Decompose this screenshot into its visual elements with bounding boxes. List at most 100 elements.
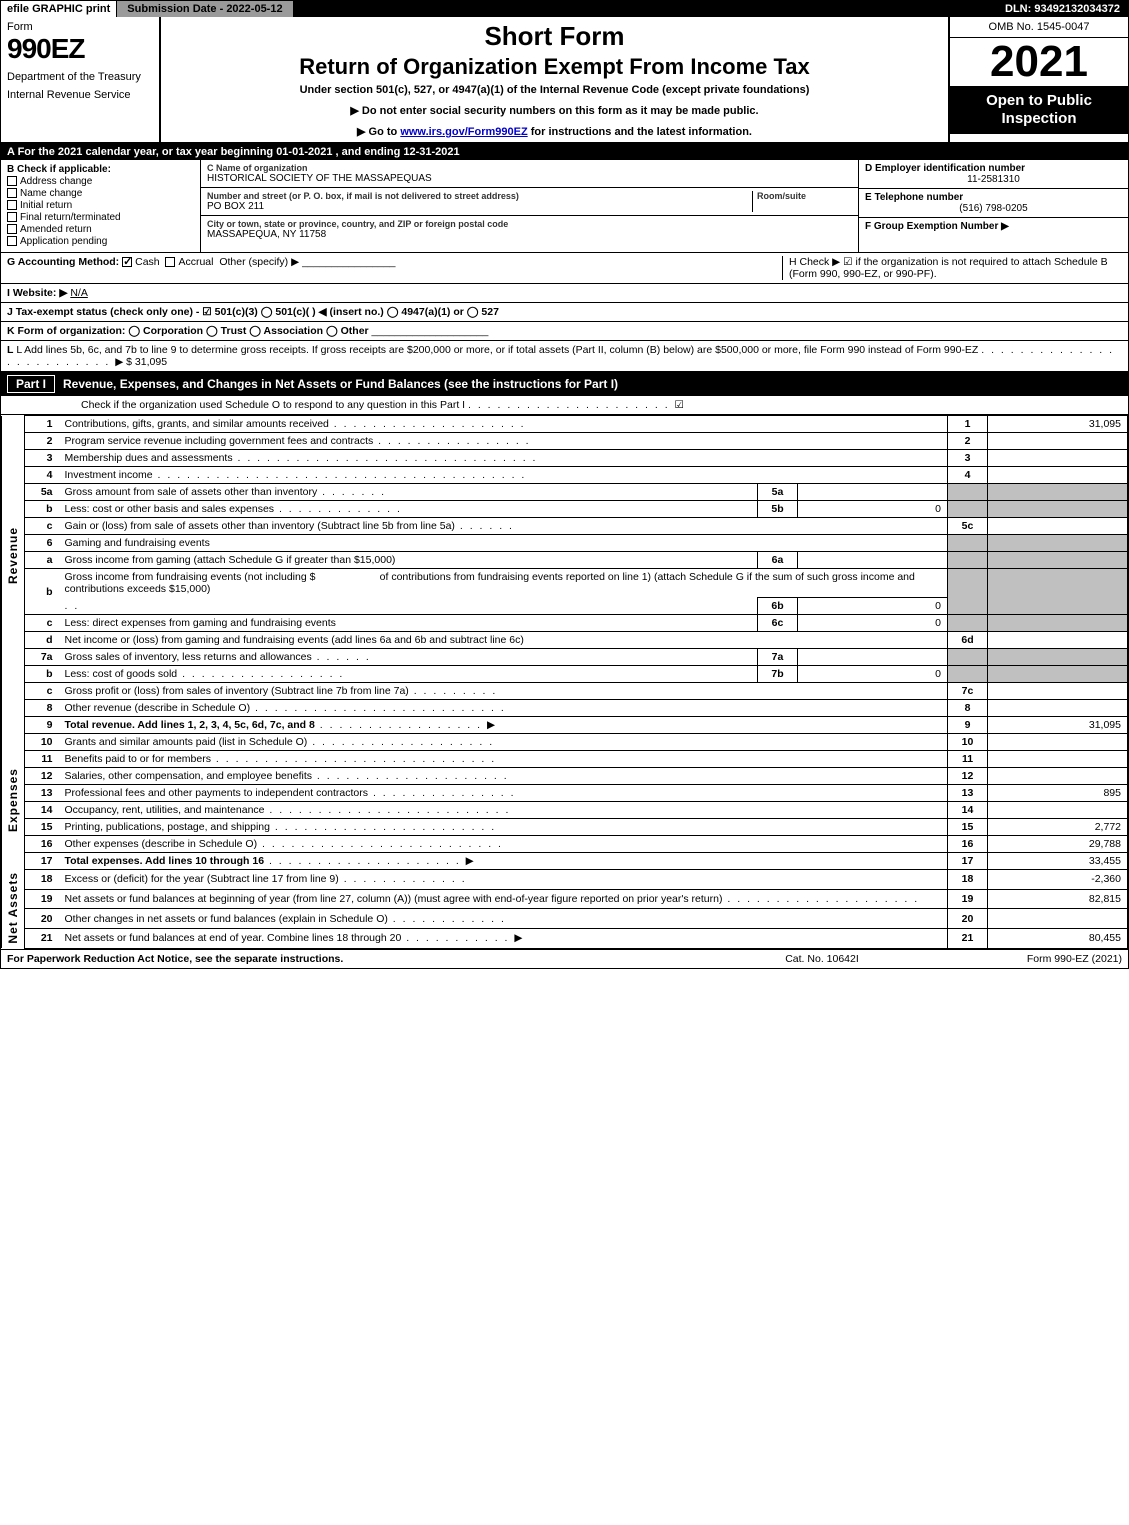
table-row: 3 Membership dues and assessments . . . … <box>2 450 1128 467</box>
ln-7a: 7a <box>25 649 61 666</box>
table-row: 13 Professional fees and other payments … <box>2 785 1128 802</box>
desc-6a: Gross income from gaming (attach Schedul… <box>65 554 396 566</box>
sub-5a: 5a <box>758 484 798 501</box>
sub-7b: 7b <box>758 666 798 683</box>
table-row: 17 Total expenses. Add lines 10 through … <box>2 853 1128 870</box>
sub-6b: 6b <box>758 598 798 615</box>
go-to-line: ▶ Go to www.irs.gov/Form990EZ for instru… <box>169 125 940 138</box>
phone-value: (516) 798-0205 <box>865 203 1122 214</box>
table-row: 9 Total revenue. Add lines 1, 2, 3, 4, 5… <box>2 717 1128 734</box>
part-1-title: Revenue, Expenses, and Changes in Net As… <box>63 377 618 391</box>
k-line: K Form of organization: ◯ Corporation ◯ … <box>1 322 1128 341</box>
val-19: 82,815 <box>988 889 1128 909</box>
num-7c: 7c <box>948 683 988 700</box>
b-title: B Check if applicable: <box>7 164 194 175</box>
footer-cat: Cat. No. 10642I <box>722 953 922 965</box>
num-21: 21 <box>948 928 988 948</box>
desc-6b-1: Gross income from fundraising events (no… <box>65 571 316 583</box>
table-row: Expenses 10 Grants and similar amounts p… <box>2 734 1128 751</box>
i-label: I Website: ▶ <box>7 287 67 299</box>
table-row: 15 Printing, publications, postage, and … <box>2 819 1128 836</box>
ln-4: 4 <box>25 467 61 484</box>
num-2: 2 <box>948 433 988 450</box>
table-row: c Less: direct expenses from gaming and … <box>2 615 1128 632</box>
d-column: D Employer identification number 11-2581… <box>858 160 1128 252</box>
f-label: F Group Exemption Number ▶ <box>865 221 1122 232</box>
table-row: c Gross profit or (loss) from sales of i… <box>2 683 1128 700</box>
table-row: 19 Net assets or fund balances at beginn… <box>2 889 1128 909</box>
table-row: 16 Other expenses (describe in Schedule … <box>2 836 1128 853</box>
check-amended[interactable]: Amended return <box>7 224 194 235</box>
c-label: C Name of organization <box>207 163 852 173</box>
desc-20: Other changes in net assets or fund bala… <box>65 913 388 925</box>
subval-6b: 0 <box>798 598 948 615</box>
desc-14: Occupancy, rent, utilities, and maintena… <box>65 804 265 816</box>
desc-4: Investment income <box>65 469 153 481</box>
num-8: 8 <box>948 700 988 717</box>
ln-6d: d <box>25 632 61 649</box>
subval-5a <box>798 484 948 501</box>
table-row: 20 Other changes in net assets or fund b… <box>2 909 1128 929</box>
num-12: 12 <box>948 768 988 785</box>
g-label: G Accounting Method: <box>7 256 119 268</box>
num-10: 10 <box>948 734 988 751</box>
num-20: 20 <box>948 909 988 929</box>
table-row: b Less: cost of goods sold . . . . . . .… <box>2 666 1128 683</box>
ln-6: 6 <box>25 535 61 552</box>
ln-13: 13 <box>25 785 61 802</box>
num-16: 16 <box>948 836 988 853</box>
ln-5c: c <box>25 518 61 535</box>
num-1: 1 <box>948 416 988 433</box>
desc-6: Gaming and fundraising events <box>65 537 210 549</box>
val-1: 31,095 <box>988 416 1128 433</box>
j-text: J Tax-exempt status (check only one) - ☑… <box>7 306 499 318</box>
subval-5b: 0 <box>798 501 948 518</box>
check-initial-return[interactable]: Initial return <box>7 200 194 211</box>
l-text: L Add lines 5b, 6c, and 7b to line 9 to … <box>16 344 978 356</box>
org-address: PO BOX 211 <box>207 201 752 212</box>
check-final-return[interactable]: Final return/terminated <box>7 212 194 223</box>
check-address-change[interactable]: Address change <box>7 176 194 187</box>
i-value: N/A <box>70 287 88 299</box>
netassets-rotated: Net Assets <box>2 870 25 949</box>
part-1-subtitle-row: Check if the organization used Schedule … <box>1 396 1128 415</box>
ln-7c: c <box>25 683 61 700</box>
table-row: 6 Gaming and fundraising events <box>2 535 1128 552</box>
table-row: a Gross income from gaming (attach Sched… <box>2 552 1128 569</box>
efile-label: efile GRAPHIC print <box>1 1 117 17</box>
i-line: I Website: ▶ N/A <box>1 284 1128 303</box>
desc-6c: Less: direct expenses from gaming and fu… <box>65 617 336 629</box>
addr-label: Number and street (or P. O. box, if mail… <box>207 191 752 201</box>
check-name-change[interactable]: Name change <box>7 188 194 199</box>
ln-20: 20 <box>25 909 61 929</box>
check-application-pending[interactable]: Application pending <box>7 236 194 247</box>
expenses-rotated: Expenses <box>2 734 25 870</box>
table-row: b Gross income from fundraising events (… <box>2 569 1128 598</box>
g-accrual-check[interactable] <box>165 257 175 267</box>
l-amount: ▶ $ 31,095 <box>115 356 167 368</box>
room-label: Room/suite <box>757 191 852 201</box>
table-row: c Gain or (loss) from sale of assets oth… <box>2 518 1128 535</box>
val-6d <box>988 632 1128 649</box>
table-row: 21 Net assets or fund balances at end of… <box>2 928 1128 948</box>
ln-9: 9 <box>25 717 61 734</box>
table-row: 7a Gross sales of inventory, less return… <box>2 649 1128 666</box>
part-1-subtitle: Check if the organization used Schedule … <box>81 399 465 411</box>
g-accrual: Accrual <box>178 256 213 268</box>
sub-6c: 6c <box>758 615 798 632</box>
subval-7a <box>798 649 948 666</box>
tax-year: 2021 <box>950 38 1128 86</box>
bf-block: B Check if applicable: Address change Na… <box>1 160 1128 253</box>
val-13: 895 <box>988 785 1128 802</box>
part-1-header: Part I Revenue, Expenses, and Changes in… <box>1 372 1128 396</box>
irs-link[interactable]: www.irs.gov/Form990EZ <box>400 126 527 138</box>
val-18: -2,360 <box>988 870 1128 890</box>
val-11 <box>988 751 1128 768</box>
ein-value: 11-2581310 <box>865 174 1122 185</box>
desc-2: Program service revenue including govern… <box>65 435 374 447</box>
ln-7b: b <box>25 666 61 683</box>
revenue-rotated: Revenue <box>2 416 25 700</box>
ln-6a: a <box>25 552 61 569</box>
table-row: 8 Other revenue (describe in Schedule O)… <box>2 700 1128 717</box>
g-cash-check[interactable] <box>122 257 132 267</box>
